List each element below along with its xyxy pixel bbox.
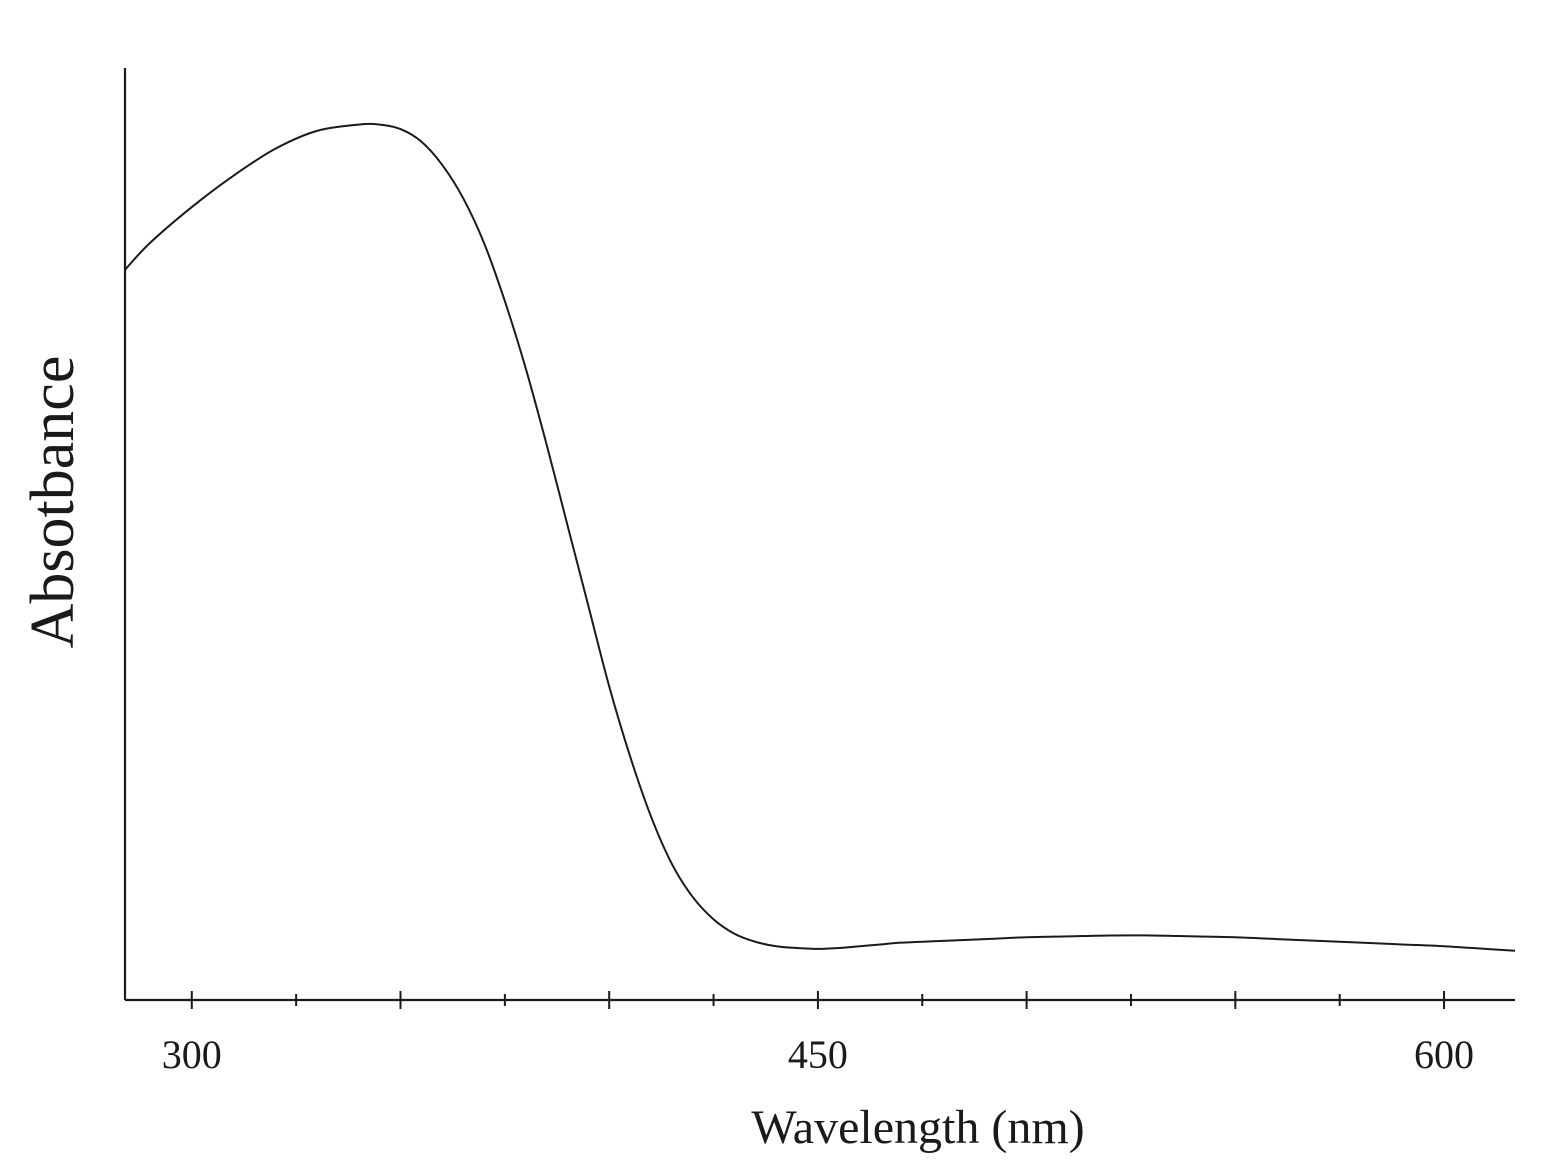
series-group — [124, 122, 1516, 952]
x-axis-ticks — [190, 991, 1446, 1009]
x-tick-label-450: 450 — [788, 1032, 848, 1077]
x-axis-title: Wavelength (nm) — [751, 1101, 1084, 1154]
y-axis-title: Absotbance — [19, 356, 87, 649]
series-line-0 — [124, 122, 1516, 952]
x-axis-tick-labels: 300 450 600 — [162, 1032, 1474, 1077]
x-tick-label-600: 600 — [1414, 1032, 1474, 1077]
x-tick-label-300: 300 — [162, 1032, 222, 1077]
plot-area: 300 450 600 — [123, 68, 1516, 1077]
